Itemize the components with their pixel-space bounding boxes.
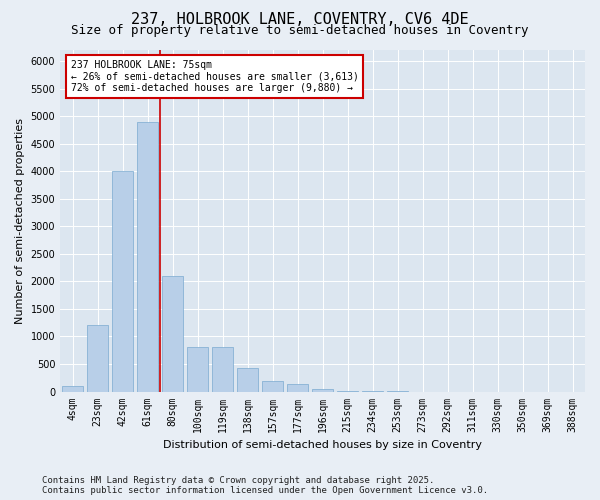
- Bar: [212, 348, 233, 392]
- Bar: [287, 384, 308, 392]
- Y-axis label: Number of semi-detached properties: Number of semi-detached properties: [15, 118, 25, 324]
- X-axis label: Distribution of semi-detached houses by size in Coventry: Distribution of semi-detached houses by …: [163, 440, 482, 450]
- Bar: [112, 171, 133, 392]
- Bar: [337, 390, 358, 392]
- Bar: [87, 326, 108, 392]
- Bar: [162, 276, 183, 392]
- Text: Size of property relative to semi-detached houses in Coventry: Size of property relative to semi-detach…: [71, 24, 529, 37]
- Text: 237, HOLBROOK LANE, COVENTRY, CV6 4DE: 237, HOLBROOK LANE, COVENTRY, CV6 4DE: [131, 12, 469, 28]
- Bar: [137, 122, 158, 392]
- Bar: [312, 390, 333, 392]
- Bar: [187, 348, 208, 392]
- Bar: [62, 386, 83, 392]
- Text: Contains HM Land Registry data © Crown copyright and database right 2025.
Contai: Contains HM Land Registry data © Crown c…: [42, 476, 488, 495]
- Bar: [237, 368, 258, 392]
- Text: 237 HOLBROOK LANE: 75sqm
← 26% of semi-detached houses are smaller (3,613)
72% o: 237 HOLBROOK LANE: 75sqm ← 26% of semi-d…: [71, 60, 359, 94]
- Bar: [262, 380, 283, 392]
